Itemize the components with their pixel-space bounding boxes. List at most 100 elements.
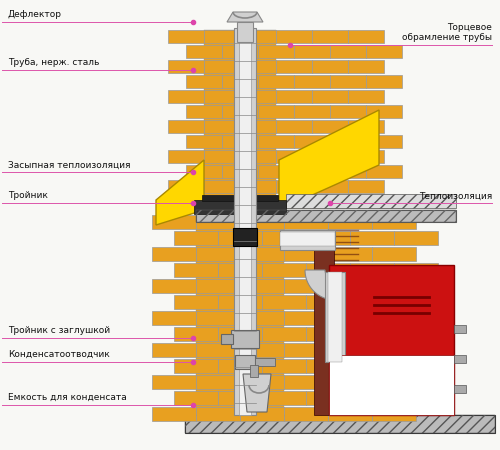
Text: Засыпная теплоизоляция: Засыпная теплоизоляция [8, 160, 130, 169]
Bar [240, 311, 284, 325]
Bar [262, 359, 306, 373]
Bar [204, 30, 276, 200]
Bar [168, 150, 204, 163]
Bar [168, 30, 204, 43]
Bar [312, 120, 348, 133]
Bar [168, 180, 204, 193]
Bar [348, 90, 384, 103]
Bar [240, 120, 276, 133]
Bar [372, 343, 416, 357]
Bar [328, 311, 372, 325]
Bar [366, 195, 402, 208]
Bar [284, 279, 328, 293]
Bar [186, 45, 222, 58]
Bar [185, 415, 495, 433]
Bar [348, 60, 384, 73]
Polygon shape [156, 160, 204, 225]
Bar [258, 135, 294, 148]
Bar [312, 180, 348, 193]
Bar [394, 263, 438, 277]
Bar [328, 407, 372, 421]
Bar [366, 45, 402, 58]
Polygon shape [243, 374, 271, 412]
Bar [328, 375, 372, 389]
Bar [240, 215, 284, 229]
Bar [454, 325, 466, 333]
Bar [372, 279, 416, 293]
Bar [330, 105, 366, 118]
Bar [312, 30, 348, 43]
Bar [276, 120, 312, 133]
Bar [222, 195, 258, 208]
Bar [152, 375, 196, 389]
Bar [186, 105, 222, 118]
Polygon shape [227, 12, 263, 22]
Bar [294, 195, 330, 208]
Bar [276, 180, 312, 193]
Bar [372, 407, 416, 421]
Bar [240, 407, 284, 421]
Text: Теплоизоляция: Теплоизоляция [419, 191, 492, 200]
Text: Тройник с заглушкой: Тройник с заглушкой [8, 326, 110, 335]
Bar [306, 327, 350, 341]
Bar [312, 90, 348, 103]
Bar [240, 247, 284, 261]
Bar [240, 343, 284, 357]
Bar [366, 165, 402, 178]
Bar [330, 45, 366, 58]
Text: Труба, нерж. сталь: Труба, нерж. сталь [8, 58, 100, 67]
Bar [240, 180, 276, 193]
Bar [174, 263, 218, 277]
Bar [196, 215, 284, 415]
Bar [222, 135, 258, 148]
Bar [186, 165, 222, 178]
Bar [276, 60, 312, 73]
Bar [314, 245, 334, 415]
Bar [235, 355, 255, 369]
Bar [218, 295, 262, 309]
Bar [284, 215, 328, 229]
Bar [218, 231, 262, 245]
Bar [196, 215, 240, 229]
Bar [185, 415, 495, 433]
Bar [221, 334, 233, 344]
Bar [152, 407, 196, 421]
Bar [204, 90, 240, 103]
Bar [186, 75, 222, 88]
Bar [174, 359, 218, 373]
Bar [258, 105, 294, 118]
Bar [394, 231, 438, 245]
Bar [348, 120, 384, 133]
Bar [350, 391, 394, 405]
Bar [262, 231, 306, 245]
Bar [222, 75, 258, 88]
Bar [222, 45, 258, 58]
Bar [276, 90, 312, 103]
Bar [168, 120, 204, 133]
Bar [250, 365, 258, 377]
Bar [196, 407, 240, 421]
Bar [306, 359, 350, 373]
Bar [258, 75, 294, 88]
Bar [394, 327, 438, 341]
Bar [294, 45, 330, 58]
Bar [306, 263, 350, 277]
Bar [152, 247, 196, 261]
Bar [284, 407, 328, 421]
Bar [152, 279, 196, 293]
Bar [284, 343, 328, 357]
Bar [196, 279, 240, 293]
Bar [330, 135, 366, 148]
Bar [196, 247, 240, 261]
Bar [350, 231, 394, 245]
Bar [240, 60, 276, 73]
Bar [174, 327, 218, 341]
Bar [222, 105, 258, 118]
Bar [218, 359, 262, 373]
Bar [284, 375, 328, 389]
Bar [294, 135, 330, 148]
Bar [454, 385, 466, 393]
Bar [231, 330, 259, 348]
Bar [350, 263, 394, 277]
Bar [366, 135, 402, 148]
